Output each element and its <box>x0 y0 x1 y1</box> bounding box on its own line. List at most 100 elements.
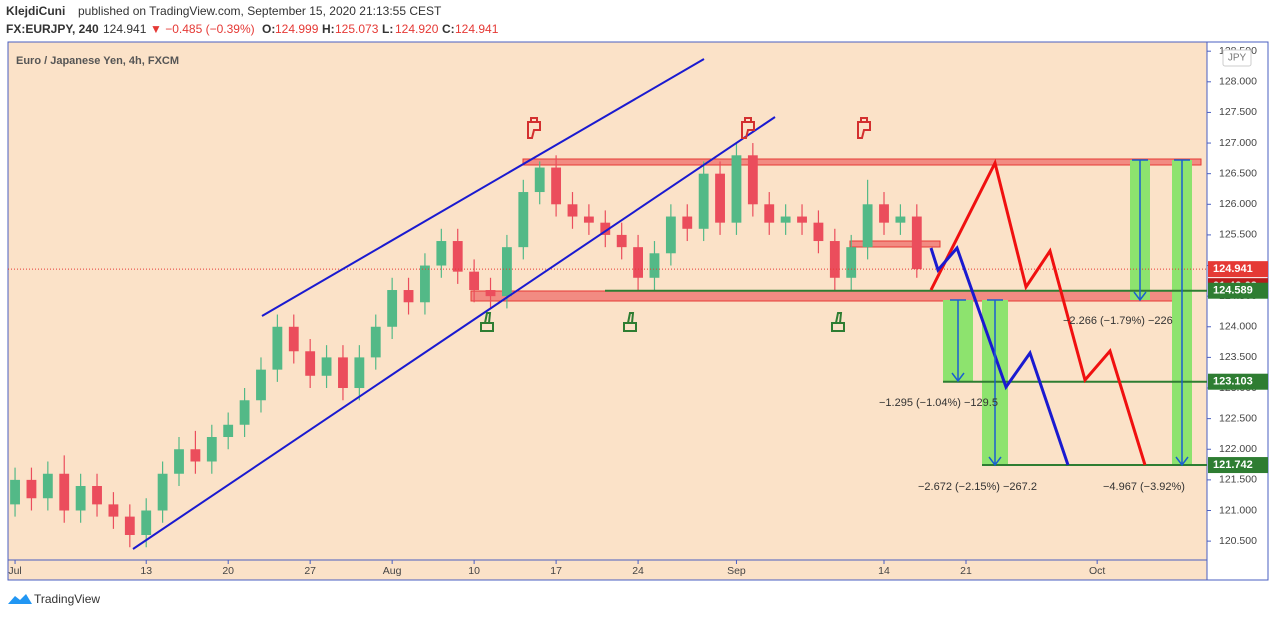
level-badge <box>1208 457 1268 474</box>
candle-body <box>846 247 857 278</box>
candle-body <box>862 204 873 248</box>
candle-body <box>452 241 463 272</box>
measure-label: −4.967 (−3.92%) <box>1103 481 1185 493</box>
candle-body <box>338 357 348 389</box>
y-tick-label: 123.500 <box>1219 351 1257 363</box>
ohlc-key: O: <box>262 22 275 36</box>
y-tick-label: 126.000 <box>1219 198 1257 210</box>
candle-body <box>10 479 20 505</box>
last-price-badge <box>1208 261 1268 278</box>
candle-body <box>633 247 643 278</box>
candles <box>10 143 922 548</box>
candle-body <box>321 357 332 376</box>
last: 124.941 <box>103 22 147 36</box>
x-tick-label: 17 <box>550 565 562 577</box>
candle-body <box>157 473 168 511</box>
y-tick-label: 127.500 <box>1219 106 1257 118</box>
measure-arrows <box>950 159 1190 467</box>
change: ▼ −0.485 (−0.39%) <box>150 22 255 36</box>
hand-up <box>480 312 494 332</box>
candle-body <box>813 222 824 242</box>
candle-body <box>469 271 480 291</box>
candle-body <box>485 290 496 297</box>
hand-down <box>857 117 871 139</box>
y-tick-label: 121.500 <box>1219 474 1257 486</box>
x-tick-label: 21 <box>960 565 972 577</box>
channel-line <box>261 58 705 317</box>
x-tick-label: 24 <box>632 565 644 577</box>
drawings <box>132 58 1190 550</box>
candle-body <box>141 510 152 535</box>
candle-body <box>239 400 250 425</box>
levels <box>8 268 1207 467</box>
measure-label: −2.672 (−2.15%) −267.2 <box>918 481 1037 493</box>
x-tick-label: 13 <box>140 565 152 577</box>
candle-body <box>797 216 807 223</box>
candle-body <box>223 424 234 438</box>
x-tick-label: Oct <box>1089 565 1105 577</box>
hand-up <box>623 312 637 332</box>
ohlc-value: 125.073 <box>335 22 379 36</box>
y-tick-label: 120.500 <box>1219 535 1257 547</box>
currency-badge <box>1222 49 1252 67</box>
published: published on TradingView.com, September … <box>78 4 442 18</box>
y-tick-label: 126.500 <box>1219 167 1257 179</box>
y-tick-label: 122.000 <box>1219 443 1257 455</box>
level-badge <box>1208 282 1268 299</box>
candle-body <box>534 167 545 193</box>
candle-body <box>764 204 775 223</box>
candle-body <box>567 204 578 217</box>
x-tick-label: 20 <box>222 565 234 577</box>
candle-body <box>206 437 217 462</box>
level-label: 121.742 <box>1213 459 1253 471</box>
candle-body <box>501 247 512 297</box>
blue-projection <box>929 245 1070 466</box>
currency: JPY <box>1228 53 1247 64</box>
candle-body <box>354 357 365 389</box>
logo <box>8 594 32 604</box>
arrow <box>1132 159 1148 302</box>
author: KlejdiCuni <box>6 4 65 18</box>
candle-body <box>895 216 906 223</box>
hand-down <box>741 117 755 139</box>
ohlc-key: L: <box>382 22 393 36</box>
y-tick-label: 121.000 <box>1219 504 1257 516</box>
candle-body <box>174 449 184 474</box>
candle-body <box>600 222 611 235</box>
candle-body <box>731 155 742 223</box>
ohlc-value: 124.941 <box>455 22 499 36</box>
hand-up <box>831 312 845 332</box>
candle-body <box>305 351 316 376</box>
candle-body <box>92 485 102 505</box>
candle-body <box>682 216 693 229</box>
level-badge <box>1208 373 1268 390</box>
y-tick-label: 124.000 <box>1219 321 1257 333</box>
level-label: 123.103 <box>1213 376 1253 388</box>
y-tick-label: 127.000 <box>1219 137 1257 149</box>
minor-zone <box>849 240 941 248</box>
y-tick-label: 122.500 <box>1219 412 1257 424</box>
candle-body <box>272 326 283 370</box>
candle-body <box>42 473 53 499</box>
ohlc: O: 124.999 H: 125.073 L: 124.920 C: 124.941 <box>262 22 499 36</box>
candle-body <box>665 216 676 254</box>
candle-body <box>387 290 398 327</box>
measure-label: −2.266 (−1.79%) −226 <box>1063 315 1173 327</box>
top-markers <box>527 117 871 139</box>
candle-body <box>288 326 299 352</box>
candle-body <box>370 326 381 358</box>
candle-body <box>583 216 594 223</box>
candle-body <box>403 290 414 303</box>
candle-body <box>911 216 922 270</box>
x-tick-label: 14 <box>878 565 890 577</box>
hand-down <box>527 117 541 139</box>
candle-body <box>190 449 201 462</box>
candle-body <box>698 173 709 229</box>
x-tick-label: Jul <box>8 565 21 577</box>
ohlc-value: 124.920 <box>395 22 439 36</box>
level-label: 124.589 <box>1213 285 1253 297</box>
candle-body <box>420 265 430 303</box>
candle-body <box>551 167 562 205</box>
chart-frame <box>7 41 1269 581</box>
